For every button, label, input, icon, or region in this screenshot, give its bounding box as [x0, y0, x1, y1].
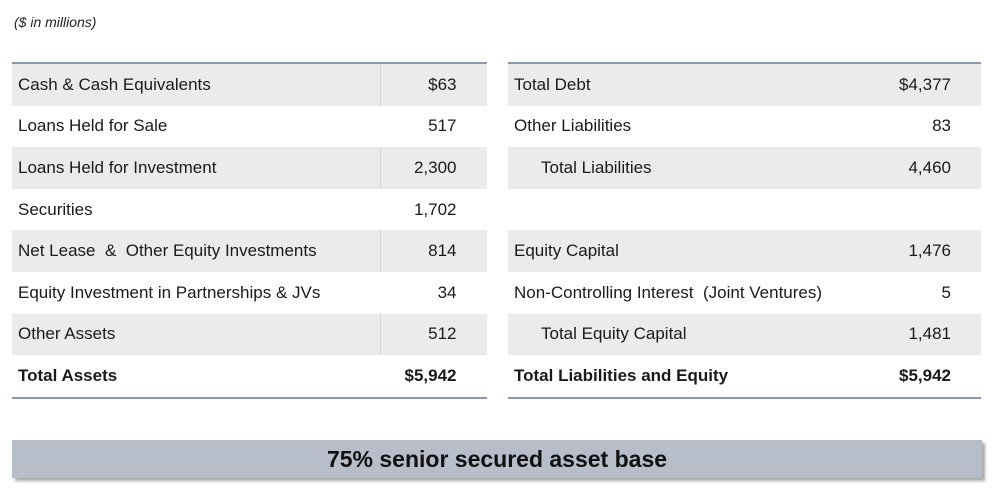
row-value: 4,460 — [841, 147, 981, 189]
row-value — [841, 189, 981, 231]
table-row: Other Assets 512 — [12, 313, 487, 356]
row-label: Total Debt — [508, 62, 841, 106]
table-row: Other Liabilities 83 — [508, 106, 981, 148]
row-label: Equity Capital — [508, 230, 841, 272]
row-label: Cash & Cash Equivalents — [12, 62, 381, 106]
table-row: Loans Held for Investment 2,300 — [12, 147, 487, 189]
table-row: Securities 1,702 — [12, 189, 487, 231]
row-value: $63 — [380, 62, 487, 106]
row-value: 814 — [380, 230, 487, 272]
row-label: Total Liabilities and Equity — [508, 355, 841, 399]
row-value: 1,481 — [841, 313, 981, 356]
row-value: $5,942 — [841, 355, 981, 399]
row-value: $5,942 — [380, 355, 487, 399]
table-row: Total Equity Capital 1,481 — [508, 313, 981, 356]
row-value: 512 — [380, 313, 487, 356]
row-label: Securities — [18, 199, 93, 219]
liabilities-table: Total Debt $4,377 Other Liabilities 83 T… — [508, 62, 981, 399]
row-value: 2,300 — [380, 147, 487, 189]
row-label: Loans Held for Investment — [12, 147, 381, 189]
row-label: Net Lease & Other Equity Investments — [12, 230, 381, 272]
row-value: 1,702 — [413, 199, 457, 219]
row-label: Equity Investment in Partnerships & JVs — [18, 282, 321, 302]
row-label: Loans Held for Sale — [18, 116, 168, 136]
row-label: Non-Controlling Interest (Joint Ventures… — [514, 282, 823, 302]
table-row: Loans Held for Sale 517 — [12, 106, 487, 148]
highlight-banner: 75% senior secured asset base — [12, 440, 982, 478]
table-row: Total Debt $4,377 — [508, 62, 981, 106]
table-row: Net Lease & Other Equity Investments 814 — [12, 230, 487, 272]
row-value: 5 — [941, 282, 951, 302]
row-value: 83 — [932, 116, 951, 136]
table-row: Total Liabilities 4,460 — [508, 147, 981, 189]
row-value: 34 — [437, 282, 457, 302]
table-row: Equity Investment in Partnerships & JVs … — [12, 272, 487, 314]
row-label: Total Liabilities — [508, 147, 841, 189]
row-value: 1,476 — [841, 230, 981, 272]
row-label: Total Equity Capital — [508, 313, 841, 356]
table-row: Equity Capital 1,476 — [508, 230, 981, 272]
row-label: Other Liabilities — [514, 116, 632, 136]
total-liabilities-equity-row: Total Liabilities and Equity $5,942 — [508, 355, 981, 399]
row-label: Other Assets — [12, 313, 381, 356]
row-value: 517 — [428, 116, 457, 136]
assets-table: Cash & Cash Equivalents $63 Loans Held f… — [12, 62, 487, 399]
units-note: ($ in millions) — [14, 14, 97, 30]
row-label — [508, 189, 841, 231]
table-row: Cash & Cash Equivalents $63 — [12, 62, 487, 106]
row-label: Total Assets — [12, 355, 381, 399]
row-value: $4,377 — [841, 62, 981, 106]
table-row-empty — [508, 189, 981, 231]
table-row: Non-Controlling Interest (Joint Ventures… — [508, 272, 981, 314]
total-assets-row: Total Assets $5,942 — [12, 355, 487, 399]
